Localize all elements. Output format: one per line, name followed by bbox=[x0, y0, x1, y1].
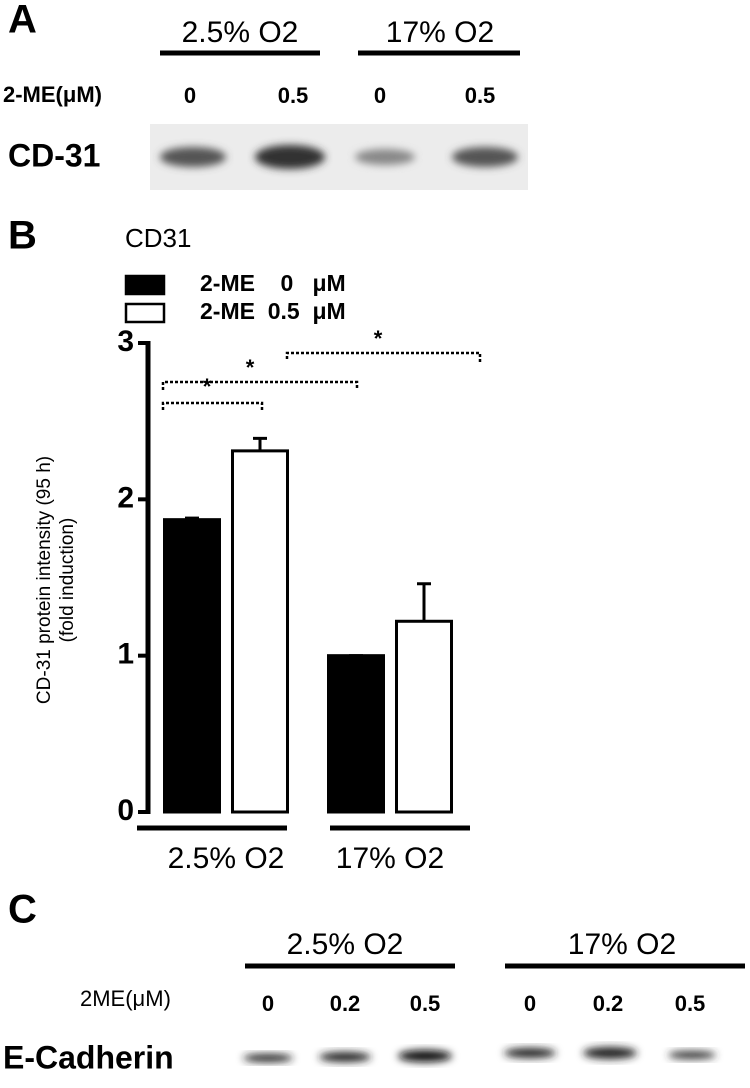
dose-label: 0 bbox=[524, 991, 536, 1016]
blot-label: E-Cadherin bbox=[3, 1039, 174, 1075]
dose-label: 0.2 bbox=[593, 991, 624, 1016]
group-label: 2.5% O2 bbox=[182, 16, 299, 49]
y-tick-label: 1 bbox=[117, 638, 134, 671]
bar bbox=[327, 654, 385, 814]
dose-label: 0.5 bbox=[465, 83, 496, 108]
x-tick-label: 17% O2 bbox=[336, 842, 444, 875]
blot-band bbox=[160, 147, 226, 167]
row-label: 2-ME(μM) bbox=[3, 82, 102, 107]
dose-label: 0 bbox=[184, 83, 196, 108]
legend-swatch bbox=[124, 302, 166, 324]
panel-letter: C bbox=[8, 888, 37, 932]
blot-band bbox=[319, 1052, 371, 1062]
blot-band bbox=[355, 149, 415, 165]
y-tick-label: 2 bbox=[117, 481, 134, 514]
panel-letter: A bbox=[8, 0, 37, 42]
dose-label: 0.5 bbox=[410, 991, 441, 1016]
significance-star: * bbox=[246, 355, 255, 380]
y-tick-label: 3 bbox=[117, 325, 134, 358]
blot-label: CD-31 bbox=[8, 137, 100, 173]
legend-swatch bbox=[124, 274, 166, 296]
dose-label: 0 bbox=[374, 83, 386, 108]
significance-bracket bbox=[161, 380, 359, 390]
bar bbox=[163, 518, 221, 814]
blot-band bbox=[504, 1048, 556, 1058]
blot-band bbox=[255, 145, 325, 169]
significance-bracket bbox=[285, 351, 482, 362]
bar bbox=[231, 449, 289, 814]
dose-label: 0 bbox=[262, 991, 274, 1016]
group-label: 2.5% O2 bbox=[287, 928, 404, 961]
blot-band bbox=[668, 1051, 716, 1059]
blot-band bbox=[583, 1047, 637, 1059]
legend-label: 2-ME 0.5 μM bbox=[200, 298, 346, 324]
y-axis-label: CD-31 protein intensity (95 h) bbox=[34, 456, 55, 704]
x-tick-label: 2.5% O2 bbox=[168, 842, 285, 875]
dose-label: 0.5 bbox=[675, 991, 706, 1016]
significance-star: * bbox=[374, 326, 383, 351]
group-label: 17% O2 bbox=[568, 928, 676, 961]
chart-title: CD31 bbox=[125, 223, 191, 253]
group-label: 17% O2 bbox=[386, 16, 494, 49]
row-label: 2ME(μM) bbox=[80, 986, 171, 1011]
legend-label: 2-ME 0 μM bbox=[200, 270, 346, 296]
dose-label: 0.2 bbox=[330, 991, 361, 1016]
y-tick-label: 0 bbox=[117, 794, 134, 827]
blot-band bbox=[452, 147, 518, 167]
y-axis-label: (fold induction) bbox=[57, 518, 78, 643]
dose-label: 0.5 bbox=[278, 83, 309, 108]
significance-bracket bbox=[161, 401, 264, 410]
panel-letter: B bbox=[8, 214, 37, 258]
blot-band bbox=[243, 1054, 293, 1062]
significance-star: * bbox=[203, 374, 212, 399]
blot-band bbox=[398, 1050, 452, 1062]
bar bbox=[395, 619, 453, 814]
